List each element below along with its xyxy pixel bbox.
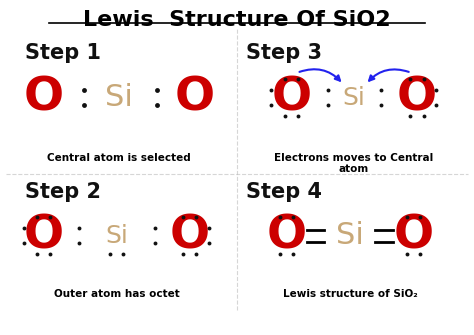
Text: O: O: [397, 75, 437, 120]
FancyArrowPatch shape: [369, 69, 409, 81]
Text: Si: Si: [336, 221, 364, 250]
Text: Lewis  Structure Of SiO2: Lewis Structure Of SiO2: [83, 10, 391, 30]
Text: O: O: [24, 213, 64, 258]
Text: Central atom is selected: Central atom is selected: [47, 152, 191, 162]
Text: Step 3: Step 3: [246, 43, 322, 63]
Text: Step 4: Step 4: [246, 183, 322, 202]
Text: O: O: [174, 75, 215, 120]
Text: O: O: [266, 213, 307, 258]
Text: Electrons moves to Central
atom: Electrons moves to Central atom: [274, 152, 434, 174]
Text: Si: Si: [342, 86, 365, 110]
Text: O: O: [393, 213, 434, 258]
Text: O: O: [170, 213, 210, 258]
Text: Lewis structure of SiO₂: Lewis structure of SiO₂: [283, 289, 418, 299]
FancyArrowPatch shape: [300, 69, 340, 81]
Text: Step 1: Step 1: [25, 43, 101, 63]
Text: O: O: [24, 75, 64, 120]
Text: Si: Si: [105, 83, 133, 112]
Text: Step 2: Step 2: [25, 183, 101, 202]
Text: Outer atom has octet: Outer atom has octet: [54, 289, 180, 299]
Text: O: O: [271, 75, 311, 120]
Text: Si: Si: [105, 223, 128, 248]
